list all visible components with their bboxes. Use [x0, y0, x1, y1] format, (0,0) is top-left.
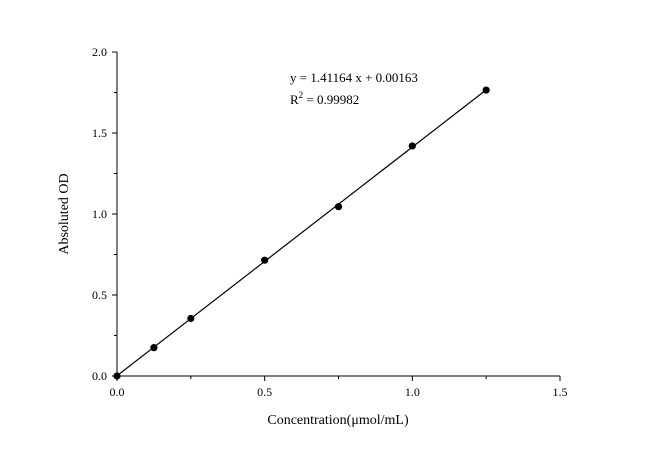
fit-line [116, 89, 487, 377]
y-tick-label: 2.0 [92, 45, 107, 59]
data-point [261, 256, 269, 264]
x-tick-label: 0.5 [257, 385, 272, 399]
data-point [150, 344, 158, 352]
fit-line-group [116, 89, 487, 377]
x-tick-label: 1.0 [405, 385, 420, 399]
y-tick-label: 0.0 [92, 369, 107, 383]
r-squared-sup: 2 [299, 90, 304, 100]
data-point [482, 86, 490, 94]
fit-equation: y = 1.41164 x + 0.00163 [290, 70, 418, 85]
data-point [113, 372, 121, 380]
data-point [334, 203, 343, 211]
data-point [187, 314, 195, 323]
y-tick-label: 1.0 [92, 207, 107, 221]
x-axis-title: Concentration(μmol/mL) [267, 413, 409, 428]
data-point [408, 142, 416, 150]
data-points [113, 86, 490, 380]
y-tick-label: 1.5 [92, 126, 107, 140]
r-squared-label: R [290, 92, 299, 107]
y-tick-label: 0.5 [92, 288, 107, 302]
x-tick-label: 1.5 [553, 385, 568, 399]
r-squared: R2 = 0.99982 [290, 90, 359, 107]
axis-ticks: 0.0 0.5 1.0 1.5 0.0 0.5 1.0 1.5 2.0 [92, 45, 568, 399]
y-axis-title: Absoluted OD [57, 173, 72, 254]
x-tick-label: 0.0 [110, 385, 125, 399]
r-squared-value: = 0.99982 [303, 92, 359, 107]
